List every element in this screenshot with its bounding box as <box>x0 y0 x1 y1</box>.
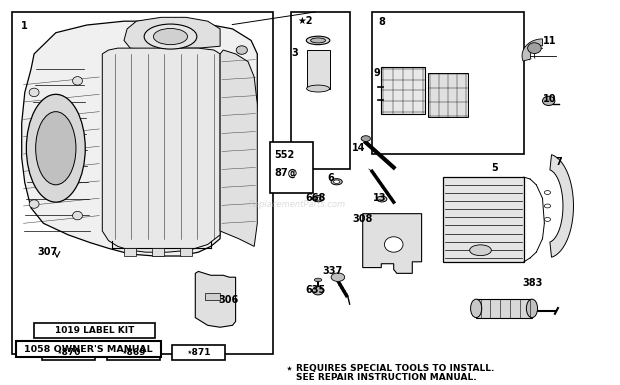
Ellipse shape <box>29 88 39 97</box>
Text: 10: 10 <box>542 94 556 104</box>
Ellipse shape <box>314 278 322 282</box>
Polygon shape <box>220 50 257 246</box>
Bar <box>443 177 524 262</box>
Ellipse shape <box>384 237 403 252</box>
Ellipse shape <box>312 286 324 295</box>
Polygon shape <box>195 271 236 327</box>
Ellipse shape <box>377 196 387 202</box>
Bar <box>372 12 524 154</box>
Ellipse shape <box>73 211 82 220</box>
Ellipse shape <box>35 112 76 185</box>
Text: 668: 668 <box>306 192 326 203</box>
Ellipse shape <box>153 28 187 45</box>
Bar <box>476 299 532 318</box>
Bar <box>428 73 468 117</box>
Ellipse shape <box>470 245 491 256</box>
Ellipse shape <box>73 77 82 85</box>
Ellipse shape <box>236 46 247 54</box>
Text: 1: 1 <box>20 21 27 31</box>
Text: 635: 635 <box>306 285 326 295</box>
Ellipse shape <box>144 24 197 49</box>
Text: 87@: 87@ <box>275 168 298 178</box>
Bar <box>16 341 161 357</box>
Ellipse shape <box>311 38 326 43</box>
Polygon shape <box>522 39 542 61</box>
Polygon shape <box>22 21 257 256</box>
Ellipse shape <box>306 36 330 45</box>
Ellipse shape <box>528 43 541 54</box>
Bar <box>124 248 136 256</box>
Text: 383: 383 <box>522 278 542 288</box>
Polygon shape <box>102 48 220 252</box>
Text: ⋆871: ⋆871 <box>187 348 211 357</box>
Polygon shape <box>550 155 574 257</box>
Ellipse shape <box>544 218 551 221</box>
Text: 9: 9 <box>374 68 381 78</box>
Text: REQUIRES SPECIAL TOOLS TO INSTALL.: REQUIRES SPECIAL TOOLS TO INSTALL. <box>296 364 495 373</box>
Text: 11: 11 <box>542 36 556 46</box>
Ellipse shape <box>315 197 321 200</box>
Bar <box>381 67 425 114</box>
Ellipse shape <box>334 180 340 183</box>
Text: 6: 6 <box>327 173 334 183</box>
Polygon shape <box>363 214 422 273</box>
Bar <box>172 345 225 360</box>
Text: 1019 LABEL KIT: 1019 LABEL KIT <box>55 326 135 335</box>
Ellipse shape <box>361 136 370 141</box>
Ellipse shape <box>26 94 86 202</box>
Bar <box>307 50 330 89</box>
Text: 306: 306 <box>219 295 239 305</box>
Bar <box>34 323 155 338</box>
Ellipse shape <box>542 96 555 105</box>
Ellipse shape <box>544 191 551 194</box>
Polygon shape <box>124 17 220 50</box>
Ellipse shape <box>307 85 330 92</box>
Text: ⋆: ⋆ <box>285 363 292 373</box>
Text: 8: 8 <box>378 17 385 27</box>
Text: 337: 337 <box>322 266 343 276</box>
Text: 552: 552 <box>275 150 295 160</box>
Bar <box>152 248 164 256</box>
Bar <box>270 142 313 192</box>
Bar <box>107 345 160 360</box>
Text: 5: 5 <box>492 163 498 173</box>
Text: 307: 307 <box>37 247 58 257</box>
Text: 7: 7 <box>555 157 562 167</box>
Bar <box>205 293 220 300</box>
Ellipse shape <box>331 273 345 281</box>
Ellipse shape <box>471 299 482 318</box>
Ellipse shape <box>29 200 39 208</box>
Ellipse shape <box>312 196 324 202</box>
Bar <box>42 345 95 360</box>
Text: 13: 13 <box>373 192 387 203</box>
Text: SEE REPAIR INSTRUCTION MANUAL.: SEE REPAIR INSTRUCTION MANUAL. <box>296 373 477 382</box>
Bar <box>12 12 273 354</box>
Bar <box>180 248 192 256</box>
Text: 1058 OWNER'S MANUAL: 1058 OWNER'S MANUAL <box>24 345 153 354</box>
Text: ★2: ★2 <box>298 16 313 26</box>
Text: 308: 308 <box>352 214 373 224</box>
Text: 3: 3 <box>291 48 298 58</box>
Bar <box>291 12 350 169</box>
Text: ⋆870: ⋆870 <box>56 348 81 357</box>
Ellipse shape <box>544 204 551 208</box>
Ellipse shape <box>331 179 342 185</box>
Text: ReplacementParts.com: ReplacementParts.com <box>249 199 346 209</box>
Text: ⋆869: ⋆869 <box>122 348 146 357</box>
Ellipse shape <box>526 299 538 318</box>
Text: 14: 14 <box>352 143 365 153</box>
